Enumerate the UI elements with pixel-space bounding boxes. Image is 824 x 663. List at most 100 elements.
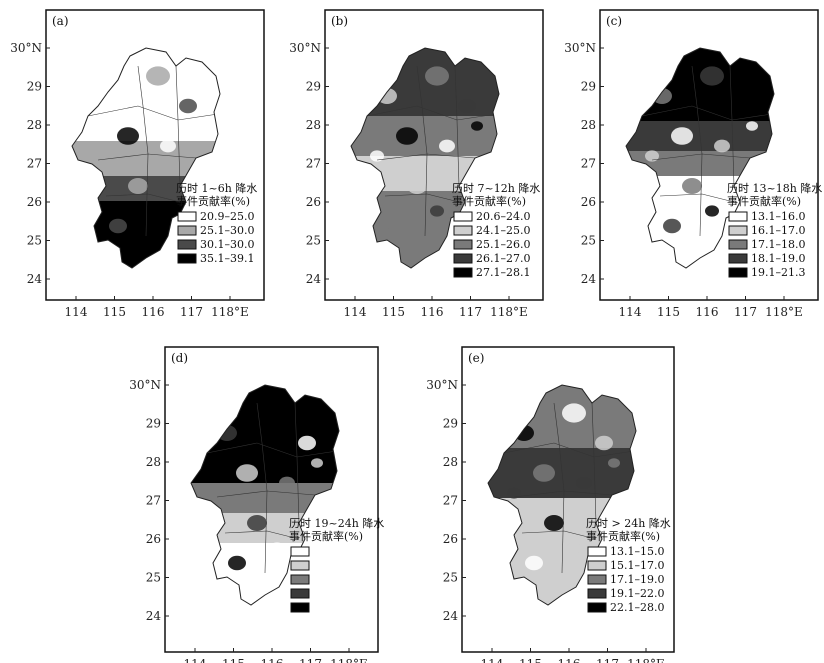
legend-label: 19.1–21.3 [751, 266, 805, 279]
province-outline [71, 47, 221, 269]
contribution-patch [533, 464, 555, 482]
contribution-patch [608, 458, 620, 468]
county-boundary [384, 193, 460, 203]
legend-title: 事件贡献率(%) [176, 194, 250, 208]
legend-swatch [728, 253, 748, 264]
y-tick-label: 28 [306, 118, 321, 132]
legend-swatch [453, 211, 473, 222]
contribution-patch [425, 66, 449, 86]
y-tick-label: 29 [581, 80, 596, 94]
contribution-zone [351, 116, 499, 156]
contribution-patch [298, 435, 316, 451]
x-tick-label: 116 [558, 657, 581, 663]
contribution-patch [714, 139, 730, 153]
legend-swatch [453, 239, 473, 250]
x-tick-label: 115 [222, 657, 245, 663]
legend-swatch [728, 239, 748, 250]
contribution-patch [746, 121, 758, 131]
province-outline [487, 384, 637, 606]
x-tick-label: 114 [481, 657, 504, 663]
legend-label: 25.1–30.0 [200, 224, 254, 237]
county-boundary [175, 65, 181, 187]
legend-swatch [177, 253, 197, 264]
contribution-patch [671, 127, 693, 145]
contribution-patch [705, 205, 719, 217]
y-tick-label: 25 [581, 234, 596, 248]
y-tick-label: 24 [27, 272, 43, 286]
legend-label: 15.1–17.0 [610, 559, 664, 572]
x-tick-label: 117 [180, 305, 203, 319]
y-tick-label: 30°N [10, 41, 42, 55]
panel-label: (a) [52, 14, 69, 28]
contribution-patch [128, 178, 148, 194]
legend-title: 历时 7~12h 降水 [452, 181, 540, 195]
legend-swatch [728, 211, 748, 222]
legend-swatch [177, 211, 197, 222]
contribution-patch [247, 515, 267, 531]
legend-title: 历时 13~18h 降水 [727, 181, 822, 195]
legend-swatch [177, 239, 197, 250]
x-tick-label: 115 [103, 305, 126, 319]
legend-label: 16.1–17.0 [751, 224, 805, 237]
contribution-patch [430, 205, 444, 217]
contribution-patch [160, 139, 176, 153]
county-boundary [553, 402, 565, 574]
contribution-patch [733, 98, 751, 114]
legend-swatch [453, 225, 473, 236]
county-boundary [691, 65, 703, 237]
y-tick-label: 27 [27, 157, 42, 171]
contribution-patch [458, 98, 476, 114]
y-tick-label: 30°N [426, 378, 458, 392]
county-boundary [503, 442, 635, 458]
map-panel-c: (c) 30°N 29 28 27 26 25 24 114 115 116 117 118°E 历时 1… [564, 9, 822, 319]
county-boundary [256, 402, 268, 574]
contribution-patch [663, 218, 681, 234]
x-tick-label: 116 [142, 305, 165, 319]
county-boundary [641, 105, 773, 121]
legend-label: 17.1–19.0 [610, 573, 664, 586]
y-tick-label: 25 [306, 234, 321, 248]
legend-label: 17.1–18.0 [751, 238, 805, 251]
legend-swatch [290, 560, 310, 571]
province-outline [350, 47, 500, 269]
contribution-patch [567, 542, 581, 554]
y-tick-label: 26 [443, 532, 458, 546]
legend-label: 13.1–15.0 [610, 545, 664, 558]
contribution-patch [370, 150, 384, 162]
x-tick-label: 116 [421, 305, 444, 319]
x-tick-label: 116 [261, 657, 284, 663]
contribution-patch [151, 205, 165, 217]
county-boundary [454, 65, 460, 187]
y-tick-label: 27 [306, 157, 321, 171]
y-tick-label: 29 [146, 417, 161, 431]
panel-label: (b) [331, 14, 348, 28]
panel-label: (c) [606, 14, 622, 28]
x-tick-label: 114 [184, 657, 207, 663]
legend-label: 19.1–22.0 [610, 587, 664, 600]
x-tick-label: 118°E [765, 305, 803, 319]
contribution-patch [439, 139, 455, 153]
county-boundary [659, 193, 735, 203]
county-boundary [87, 105, 219, 121]
contribution-patch [682, 178, 702, 194]
map-panel-a: (a) 30°N 29 28 27 26 25 24 114 115 116 117 118°E 历时 1… [10, 9, 265, 319]
county-boundary [366, 105, 498, 121]
x-tick-label: 114 [65, 305, 88, 319]
legend-title: 历时 19~24h 降水 [289, 516, 384, 530]
y-tick-label: 28 [443, 455, 458, 469]
county-boundary [224, 530, 300, 540]
y-tick-label: 24 [581, 272, 597, 286]
county-boundary [521, 530, 597, 540]
contribution-patch [311, 458, 323, 468]
legend-label: 30.1–30.0 [200, 238, 254, 251]
county-boundary [729, 65, 735, 187]
contribution-patch [576, 476, 592, 490]
legend-label: 35.1–39.1 [200, 252, 254, 265]
contribution-patch [700, 66, 724, 86]
contribution-patch [236, 464, 258, 482]
legend-label: 20.9–25.0 [200, 210, 254, 223]
